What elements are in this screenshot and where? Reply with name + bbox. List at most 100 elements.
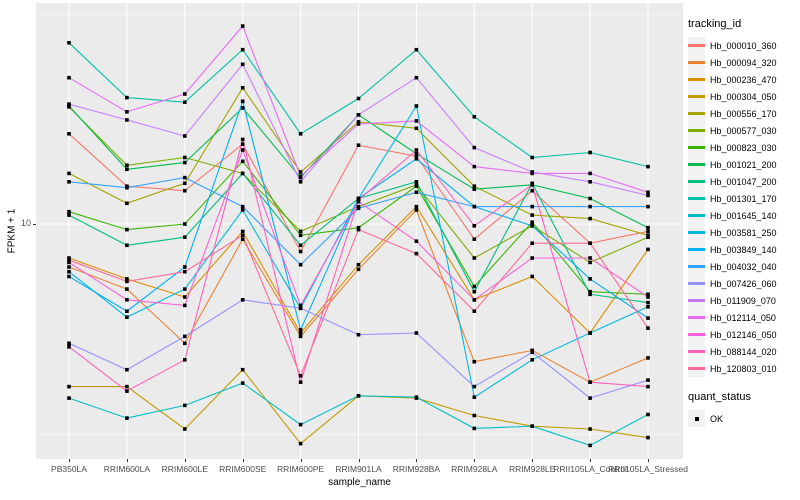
data-point (472, 289, 477, 294)
data-point (183, 303, 187, 308)
data-point (125, 367, 129, 372)
legend-line-swatch-icon (688, 122, 705, 139)
data-point (67, 180, 71, 184)
legend-line-swatch-icon (688, 207, 705, 224)
data-point (472, 298, 477, 302)
data-point (530, 241, 534, 245)
data-point (646, 356, 650, 360)
legend-line-swatch-icon (688, 258, 705, 275)
data-point (646, 326, 650, 330)
x-tick-label-PB350LA: PB350LA (51, 464, 87, 474)
data-point (240, 159, 245, 164)
data-point (414, 184, 419, 188)
legend-label: Hb_000556_170 (710, 108, 777, 119)
data-point (356, 122, 361, 126)
data-point (125, 287, 129, 291)
plot-panel (36, 3, 683, 459)
data-point (472, 395, 477, 399)
data-point (356, 113, 361, 117)
data-point (356, 225, 361, 230)
data-point (125, 309, 129, 313)
data-point (240, 62, 245, 67)
data-point (646, 247, 650, 252)
data-point (472, 256, 477, 260)
data-point (67, 75, 71, 80)
data-point (414, 190, 419, 195)
data-point (183, 134, 187, 138)
data-point (298, 334, 303, 339)
data-point (530, 274, 534, 279)
y-tick-label: 10 (20, 218, 31, 228)
x-tick-label-RRIM928BA: RRIM928BA (392, 464, 441, 474)
data-point (67, 345, 71, 349)
legend-label: Hb_003581_250 (710, 227, 777, 238)
data-point (67, 132, 71, 136)
data-point (414, 208, 419, 212)
data-point (414, 154, 419, 158)
data-point (530, 155, 534, 160)
data-point (530, 224, 534, 228)
data-point (183, 358, 187, 362)
data-point (298, 249, 303, 254)
data-point (298, 132, 303, 136)
x-tick-label-RRIM928LE: RRIM928LE (509, 464, 556, 474)
data-point (588, 289, 592, 294)
data-point (472, 237, 477, 241)
data-point (588, 443, 592, 448)
data-point (646, 300, 650, 305)
data-point (530, 424, 534, 428)
data-point (646, 295, 650, 299)
data-point (530, 171, 534, 176)
legend-item-Hb_012146_050: Hb_012146_050 (688, 326, 798, 343)
data-point (125, 384, 129, 389)
data-point (67, 265, 71, 269)
data-point (183, 427, 187, 431)
data-point (356, 394, 361, 398)
data-point (588, 256, 592, 260)
data-point (298, 229, 303, 234)
data-point (588, 427, 592, 431)
data-point (125, 185, 129, 190)
legend: tracking_id Hb_000010_360 Hb_000094_320 Hb… (688, 18, 798, 427)
data-point (67, 102, 71, 106)
data-point (67, 384, 71, 389)
legend-label: Hb_000823_030 (710, 142, 777, 153)
data-point (183, 188, 187, 193)
data-point (67, 269, 71, 274)
legend-line-swatch-icon (688, 292, 705, 309)
data-point (67, 213, 71, 217)
x-tick-label-RRIM928LA: RRIM928LA (451, 464, 498, 474)
data-point (298, 180, 303, 184)
data-point (588, 277, 592, 281)
legend-item-ok: OK (688, 410, 798, 427)
x-tick-mark (126, 459, 128, 462)
data-point (183, 100, 187, 104)
data-point (588, 216, 592, 221)
legend-label: Hb_088144_020 (710, 346, 777, 357)
data-point (298, 328, 303, 332)
legend-label: Hb_004032_040 (710, 261, 777, 272)
data-point (67, 171, 71, 176)
data-point (183, 181, 187, 186)
data-point (240, 367, 245, 372)
data-point (67, 341, 71, 346)
data-point (125, 163, 129, 168)
legend-item-Hb_088144_020: Hb_088144_020 (688, 343, 798, 360)
data-point (240, 24, 245, 28)
data-point (414, 148, 419, 152)
data-point (125, 416, 129, 420)
data-point (125, 243, 129, 248)
legend-items: Hb_000010_360 Hb_000094_320 Hb_000236_470 H… (688, 37, 798, 377)
y-axis-title: FPKM + 1 (6, 208, 18, 254)
data-point (472, 309, 477, 313)
data-point (240, 171, 245, 176)
data-point (530, 188, 534, 193)
data-point (240, 106, 245, 110)
legend-line-swatch-icon (688, 343, 705, 360)
data-point (183, 341, 187, 346)
data-point (298, 262, 303, 267)
data-point (67, 396, 71, 400)
legend-label: Hb_000236_470 (710, 74, 777, 85)
data-point (414, 331, 419, 335)
x-tick-mark (69, 459, 70, 462)
